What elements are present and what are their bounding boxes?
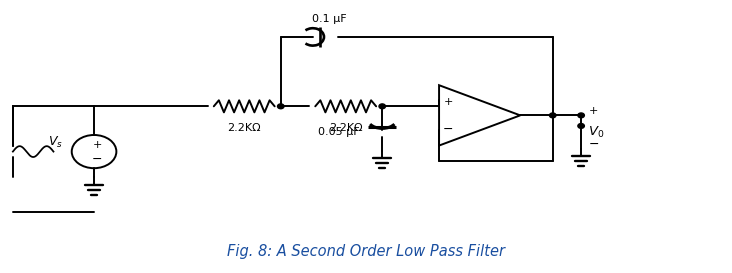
Text: 2.2KΩ: 2.2KΩ [228,123,261,133]
Text: −: − [443,123,453,135]
Text: 0.05 μF: 0.05 μF [318,127,360,137]
Circle shape [578,123,584,128]
Text: $\mathit{V_0}$: $\mathit{V_0}$ [589,124,605,140]
Text: −: − [92,153,102,166]
Circle shape [277,104,284,109]
Text: −: − [589,138,599,150]
Circle shape [550,113,556,118]
Text: +: + [93,140,102,150]
Text: 2.2KΩ: 2.2KΩ [329,123,362,133]
Text: +: + [444,97,452,107]
Circle shape [379,104,386,109]
Text: 0.1 μF: 0.1 μF [312,14,347,24]
Circle shape [578,113,584,118]
Text: $\mathit{V_s}$: $\mathit{V_s}$ [48,135,63,150]
Text: Fig. 8: A Second Order Low Pass Filter: Fig. 8: A Second Order Low Pass Filter [227,244,505,259]
Text: +: + [589,106,598,116]
